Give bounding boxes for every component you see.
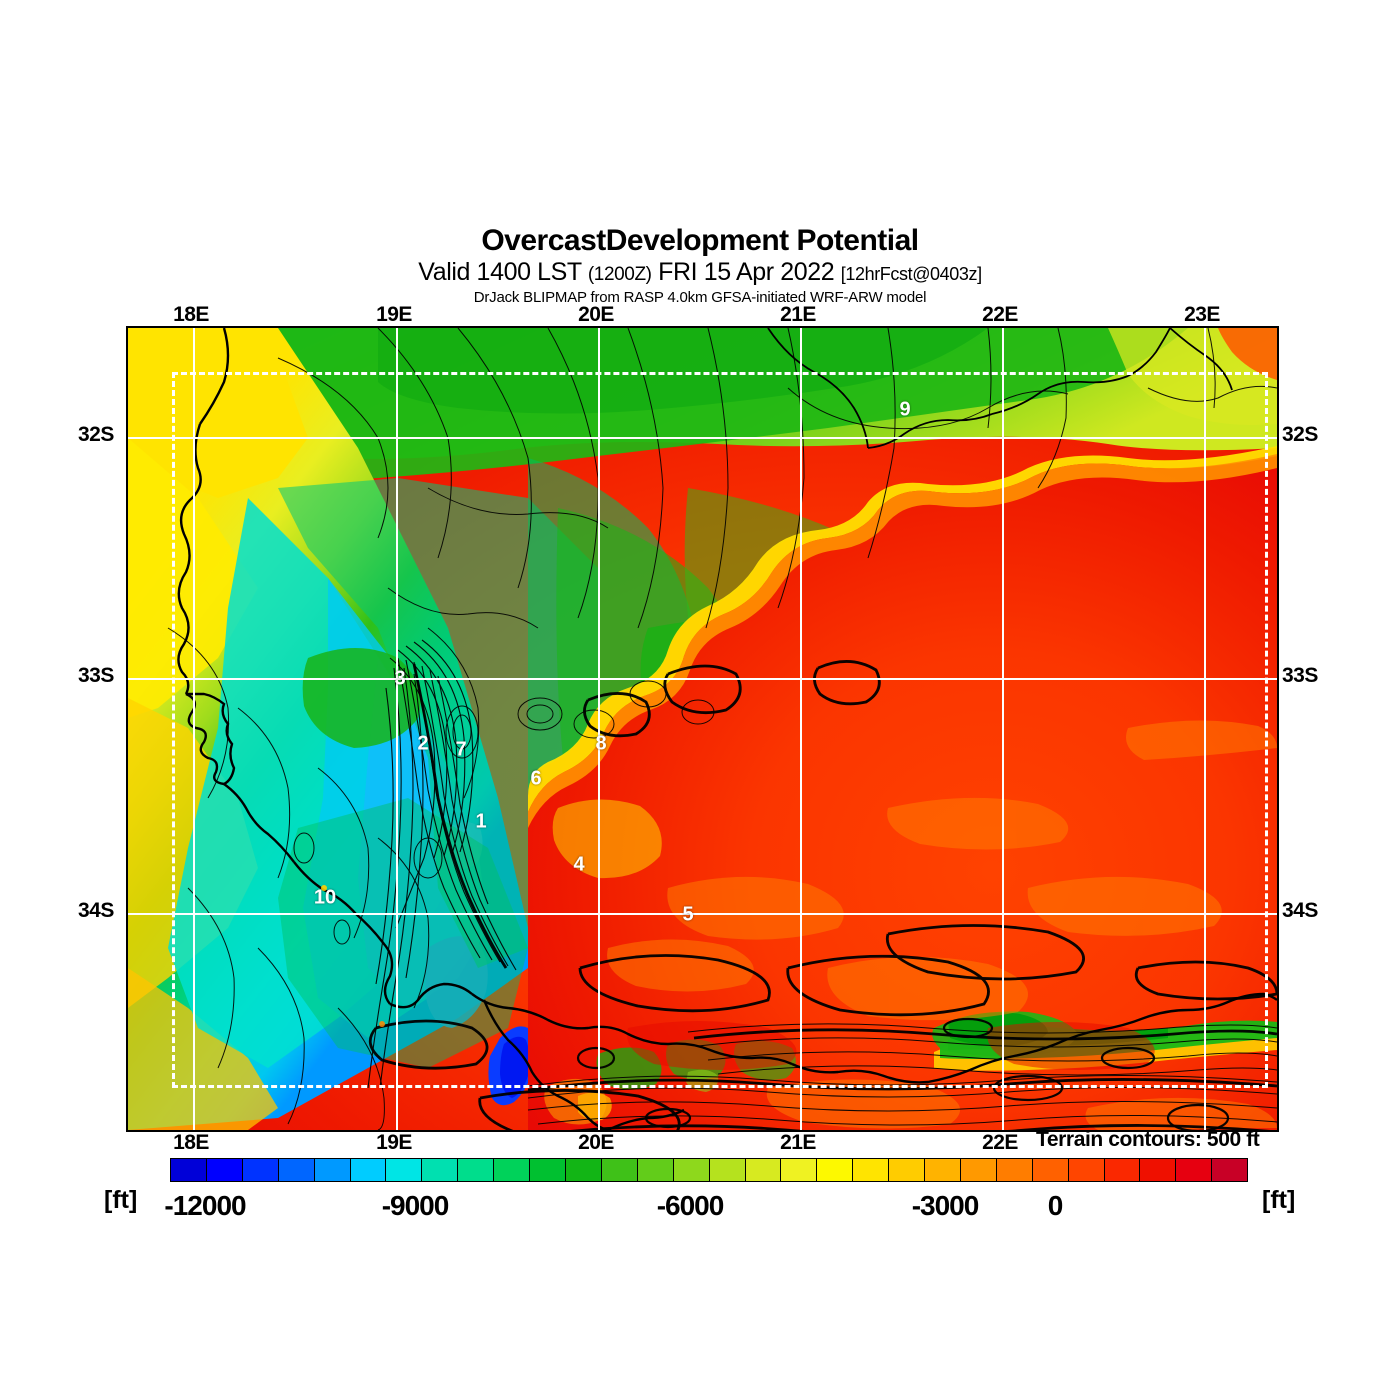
site-marker-9[interactable]: 9 bbox=[899, 398, 911, 421]
axis-label-right-33S: 33S bbox=[1282, 664, 1318, 687]
graticule-lat-34S bbox=[128, 913, 1277, 915]
colorbar-swatch-21 bbox=[925, 1159, 961, 1181]
site-marker-3[interactable]: 3 bbox=[394, 667, 406, 690]
axis-label-top-18E: 18E bbox=[173, 303, 209, 326]
inner-domain-box bbox=[172, 372, 1268, 1088]
colorbar-swatch-25 bbox=[1068, 1159, 1105, 1181]
colorbar-swatch-17 bbox=[781, 1159, 818, 1181]
axis-label-right-34S: 34S bbox=[1282, 899, 1318, 922]
graticule-lat-33S bbox=[128, 678, 1277, 680]
colorbar-swatch-29 bbox=[1212, 1159, 1248, 1181]
axis-label-bottom-20E: 20E bbox=[578, 1131, 614, 1154]
site-marker-6[interactable]: 6 bbox=[530, 767, 542, 790]
site-marker-8[interactable]: 8 bbox=[595, 732, 607, 755]
axis-label-top-21E: 21E bbox=[780, 303, 816, 326]
axis-label-left-32S: 32S bbox=[78, 423, 114, 446]
graticule-lon-22E bbox=[1002, 328, 1004, 1130]
colorbar-swatch-4 bbox=[314, 1159, 351, 1181]
colorbar-swatch-6 bbox=[386, 1159, 423, 1181]
valid-date: FRI 15 Apr 2022 bbox=[658, 258, 835, 286]
colorbar-tick-0: 0 bbox=[1047, 1190, 1064, 1221]
colorbar-swatch-12 bbox=[601, 1159, 638, 1181]
axis-label-bottom-22E: 22E bbox=[982, 1131, 1018, 1154]
axis-label-top-23E: 23E bbox=[1184, 303, 1220, 326]
graticule-lon-21E bbox=[800, 328, 802, 1130]
axis-label-top-20E: 20E bbox=[578, 303, 614, 326]
site-marker-10[interactable]: 10 bbox=[313, 886, 337, 909]
forecast-tag: [12hrFcst@0403z] bbox=[840, 264, 982, 284]
map-panel[interactable] bbox=[126, 326, 1279, 1132]
site-marker-1[interactable]: 1 bbox=[475, 810, 487, 833]
axis-label-right-32S: 32S bbox=[1282, 423, 1318, 446]
colorbar-swatch-9 bbox=[494, 1159, 531, 1181]
colorbar-swatch-19 bbox=[853, 1159, 890, 1181]
colorbar-tick--12000: -12000 bbox=[164, 1190, 246, 1221]
valid-prefix: Valid 1400 LST bbox=[418, 258, 582, 286]
colorbar-swatch-1 bbox=[206, 1159, 243, 1181]
graticule-lat-32S bbox=[128, 437, 1277, 439]
site-marker-5[interactable]: 5 bbox=[682, 903, 694, 926]
colorbar-swatch-26 bbox=[1104, 1159, 1141, 1181]
colorbar-swatch-10 bbox=[530, 1159, 566, 1181]
colorbar-swatch-0 bbox=[171, 1159, 207, 1181]
axis-label-top-19E: 19E bbox=[376, 303, 412, 326]
title-block: OvercastDevelopment Potential Valid 1400… bbox=[0, 224, 1400, 307]
chart-title: OvercastDevelopment Potential bbox=[481, 224, 919, 257]
colorbar-swatch-22 bbox=[960, 1159, 997, 1181]
colorbar-tick--6000: -6000 bbox=[656, 1190, 725, 1221]
chart-model-line: DrJack BLIPMAP from RASP 4.0km GFSA-init… bbox=[473, 289, 927, 306]
chart-valid-line: Valid 1400 LST (1200Z) FRI 15 Apr 2022 [… bbox=[0, 258, 1400, 289]
colorbar-tick--9000: -9000 bbox=[381, 1190, 450, 1221]
terrain-contour-note: Terrain contours: 500 ft bbox=[1036, 1128, 1260, 1151]
colorbar-swatch-5 bbox=[350, 1159, 387, 1181]
colorbar-swatch-13 bbox=[637, 1159, 674, 1181]
colorbar-swatch-20 bbox=[889, 1159, 926, 1181]
site-marker-2[interactable]: 2 bbox=[417, 732, 429, 755]
colorbar-swatch-27 bbox=[1140, 1159, 1177, 1181]
map-raster bbox=[128, 328, 1277, 1130]
axis-label-bottom-21E: 21E bbox=[780, 1131, 816, 1154]
colorbar-swatch-14 bbox=[673, 1159, 710, 1181]
colorbar-unit-left: [ft] bbox=[104, 1186, 138, 1214]
graticule-lon-20E bbox=[598, 328, 600, 1130]
colorbar-unit-right: [ft] bbox=[1262, 1186, 1296, 1214]
colorbar[interactable] bbox=[170, 1158, 1248, 1182]
site-marker-4[interactable]: 4 bbox=[573, 853, 585, 876]
colorbar-swatch-23 bbox=[996, 1159, 1033, 1181]
colorbar-tick--3000: -3000 bbox=[911, 1190, 980, 1221]
map-field-svg bbox=[128, 328, 1277, 1130]
axis-label-left-34S: 34S bbox=[78, 899, 114, 922]
colorbar-swatch-16 bbox=[745, 1159, 782, 1181]
colorbar-swatch-7 bbox=[422, 1159, 459, 1181]
colorbar-swatch-24 bbox=[1032, 1159, 1069, 1181]
axis-label-bottom-18E: 18E bbox=[173, 1131, 209, 1154]
graticule-lon-23E bbox=[1204, 328, 1206, 1130]
colorbar-swatch-8 bbox=[458, 1159, 495, 1181]
axis-label-top-22E: 22E bbox=[982, 303, 1018, 326]
colorbar-swatch-28 bbox=[1176, 1159, 1213, 1181]
graticule-lon-19E bbox=[396, 328, 398, 1130]
colorbar-swatch-18 bbox=[817, 1159, 854, 1181]
axis-label-left-33S: 33S bbox=[78, 664, 114, 687]
valid-utc: (1200Z) bbox=[587, 264, 652, 285]
colorbar-swatch-15 bbox=[709, 1159, 746, 1181]
axis-label-bottom-19E: 19E bbox=[376, 1131, 412, 1154]
colorbar-swatch-2 bbox=[242, 1159, 279, 1181]
colorbar-swatch-3 bbox=[278, 1159, 315, 1181]
site-marker-7[interactable]: 7 bbox=[455, 738, 467, 761]
colorbar-swatch-11 bbox=[565, 1159, 602, 1181]
graticule-lon-18E bbox=[193, 328, 195, 1130]
